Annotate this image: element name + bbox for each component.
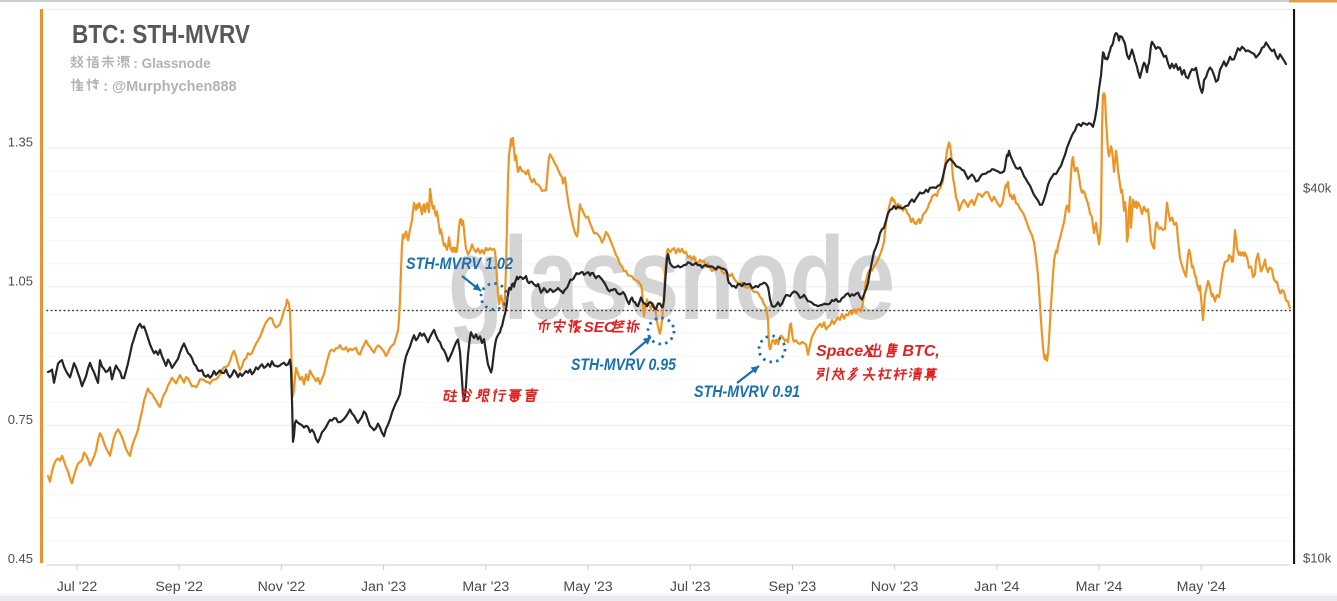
svg-text:Jul '22: Jul '22 [57, 579, 98, 595]
svg-text:STH-MVRV 0.91: STH-MVRV 0.91 [694, 383, 800, 401]
svg-text:Sep '23: Sep '23 [769, 579, 817, 595]
svg-text:Jul '23: Jul '23 [670, 579, 711, 595]
svg-text:SpaceX: SpaceX [816, 343, 875, 360]
svg-text:: @Murphychen888: : @Murphychen888 [103, 79, 236, 95]
svg-text:0.45: 0.45 [8, 551, 33, 566]
svg-text:Nov '23: Nov '23 [871, 579, 919, 595]
svg-text:STH-MVRV 1.02: STH-MVRV 1.02 [406, 255, 513, 273]
svg-text:STH-MVRV 0.95: STH-MVRV 0.95 [571, 356, 677, 374]
svg-text:SEC: SEC [584, 319, 616, 336]
svg-text:0.75: 0.75 [8, 412, 33, 427]
svg-text:Mar '24: Mar '24 [1076, 579, 1123, 595]
svg-text:1.05: 1.05 [8, 273, 33, 288]
svg-text:: Glassnode: : Glassnode [133, 56, 211, 71]
svg-text:Mar '23: Mar '23 [462, 579, 509, 595]
svg-text:$40k: $40k [1303, 181, 1332, 196]
svg-text:BTC,: BTC, [902, 343, 939, 360]
svg-text:glassnode: glassnode [448, 213, 895, 345]
svg-text:May '24: May '24 [1177, 579, 1226, 595]
svg-text:BTC: STH-MVRV: BTC: STH-MVRV [72, 21, 250, 49]
svg-text:Jan '23: Jan '23 [361, 579, 406, 595]
svg-text:May '23: May '23 [563, 579, 612, 595]
svg-text:1.35: 1.35 [8, 134, 33, 149]
svg-text:$10k: $10k [1303, 551, 1332, 566]
svg-text:Nov '22: Nov '22 [258, 579, 306, 595]
svg-text:Jan '24: Jan '24 [974, 579, 1019, 595]
svg-text:Sep '22: Sep '22 [155, 579, 203, 595]
